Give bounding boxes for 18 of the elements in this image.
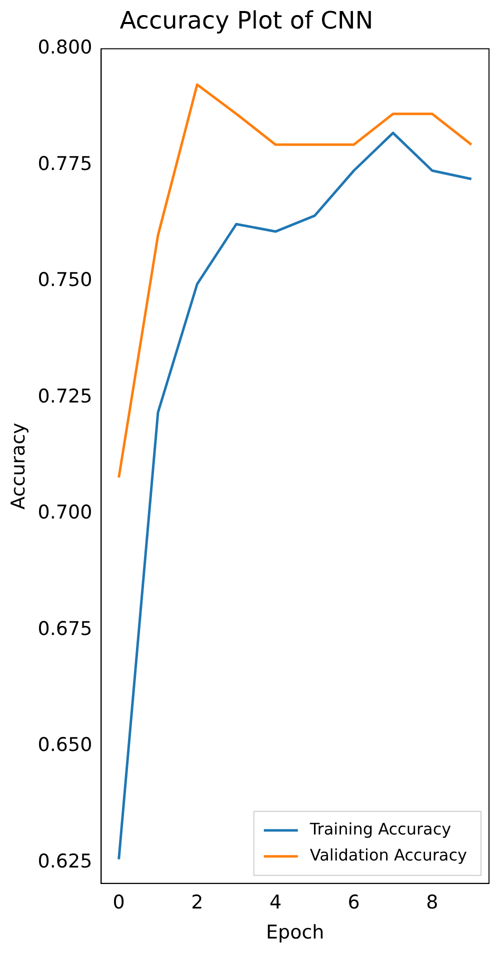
legend-label: Training Accuracy xyxy=(308,820,452,839)
y-axis-title: Accuracy xyxy=(7,422,30,510)
y-tick-label: 0.725 xyxy=(38,385,92,408)
y-tick-label: 0.800 xyxy=(38,36,92,59)
x-tick-label: 2 xyxy=(191,892,204,914)
y-tick-label: 0.675 xyxy=(38,618,92,640)
x-tick-label: 8 xyxy=(426,892,438,914)
y-tick-label: 0.775 xyxy=(38,152,92,175)
y-tick-label: 0.750 xyxy=(38,269,92,292)
x-tick-label: 6 xyxy=(348,892,360,914)
y-tick-label: 0.700 xyxy=(38,502,92,524)
chart-title: Accuracy Plot of CNN xyxy=(120,6,374,35)
legend-label: Validation Accuracy xyxy=(310,846,467,865)
x-tick-label: 0 xyxy=(112,892,125,914)
y-tick-label: 0.650 xyxy=(38,734,92,756)
x-axis-title: Epoch xyxy=(266,922,324,944)
y-tick-label: 0.625 xyxy=(38,850,92,872)
x-tick-label: 4 xyxy=(269,892,282,914)
